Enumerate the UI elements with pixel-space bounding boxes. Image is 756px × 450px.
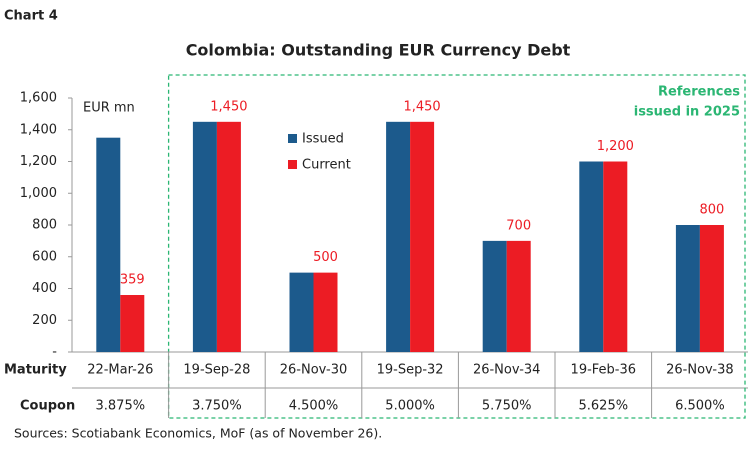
highlight-box <box>167 74 746 419</box>
coupon: 5.625% <box>579 399 629 414</box>
bar <box>313 272 338 352</box>
x-tick-label: 19-Sep-32 <box>377 363 444 378</box>
bar <box>216 121 241 352</box>
value-label: 700 <box>506 218 531 233</box>
coupon: 3.750% <box>192 399 242 414</box>
x-tick-label: 26-Nov-34 <box>473 363 541 378</box>
y-tick-label: 800 <box>32 218 57 233</box>
y-tick-label: 1,000 <box>20 186 57 201</box>
annotation: issued in 2025 <box>634 105 740 120</box>
coupon: 5.000% <box>385 399 435 414</box>
bar <box>192 121 217 352</box>
coupon: 6.500% <box>675 399 725 414</box>
y-tick-label: 200 <box>32 313 57 328</box>
x-tick-label: 19-Sep-28 <box>183 363 250 378</box>
value-label: 359 <box>120 273 145 288</box>
bar <box>120 295 145 352</box>
bar <box>96 137 121 352</box>
bar <box>410 121 435 352</box>
bar <box>386 121 411 352</box>
bar <box>579 161 604 352</box>
coupon: 4.500% <box>289 399 339 414</box>
annotation: References <box>658 85 740 100</box>
bar <box>603 161 628 352</box>
value-label: 800 <box>699 203 724 218</box>
value-label: 500 <box>313 250 338 265</box>
legend-label: Current <box>302 158 351 173</box>
legend-swatch <box>288 160 297 169</box>
legend-swatch <box>288 134 297 143</box>
y-tick-label: 400 <box>32 281 57 296</box>
bar <box>699 225 724 352</box>
row-label: Maturity <box>4 363 67 378</box>
y-tick-label: 1,400 <box>20 122 57 137</box>
bar <box>675 225 700 352</box>
chart-label: Chart 4 <box>4 9 58 24</box>
chart-title: Colombia: Outstanding EUR Currency Debt <box>186 41 571 60</box>
legend-label: Issued <box>302 132 344 147</box>
x-tick-label: 22-Mar-26 <box>87 363 153 378</box>
y-tick-label: 1,600 <box>20 91 57 106</box>
x-tick-label: 19-Feb-36 <box>571 363 636 378</box>
y-tick-label: - <box>52 345 57 360</box>
coupon: 5.750% <box>482 399 532 414</box>
coupon: 3.875% <box>96 399 146 414</box>
value-label: 1,450 <box>403 99 440 114</box>
y-tick-label: 600 <box>32 249 57 264</box>
x-tick-label: 26-Nov-30 <box>280 363 348 378</box>
value-label: 1,200 <box>597 139 634 154</box>
bar <box>506 240 531 352</box>
y-tick-label: 1,200 <box>20 154 57 169</box>
value-label: 1,450 <box>210 99 247 114</box>
unit-label: EUR mn <box>83 101 135 116</box>
source: Sources: Scotiabank Economics, MoF (as o… <box>14 426 382 441</box>
bar <box>289 272 314 352</box>
row-label: Coupon <box>20 399 75 414</box>
bar <box>482 240 507 352</box>
x-tick-label: 26-Nov-38 <box>666 363 734 378</box>
